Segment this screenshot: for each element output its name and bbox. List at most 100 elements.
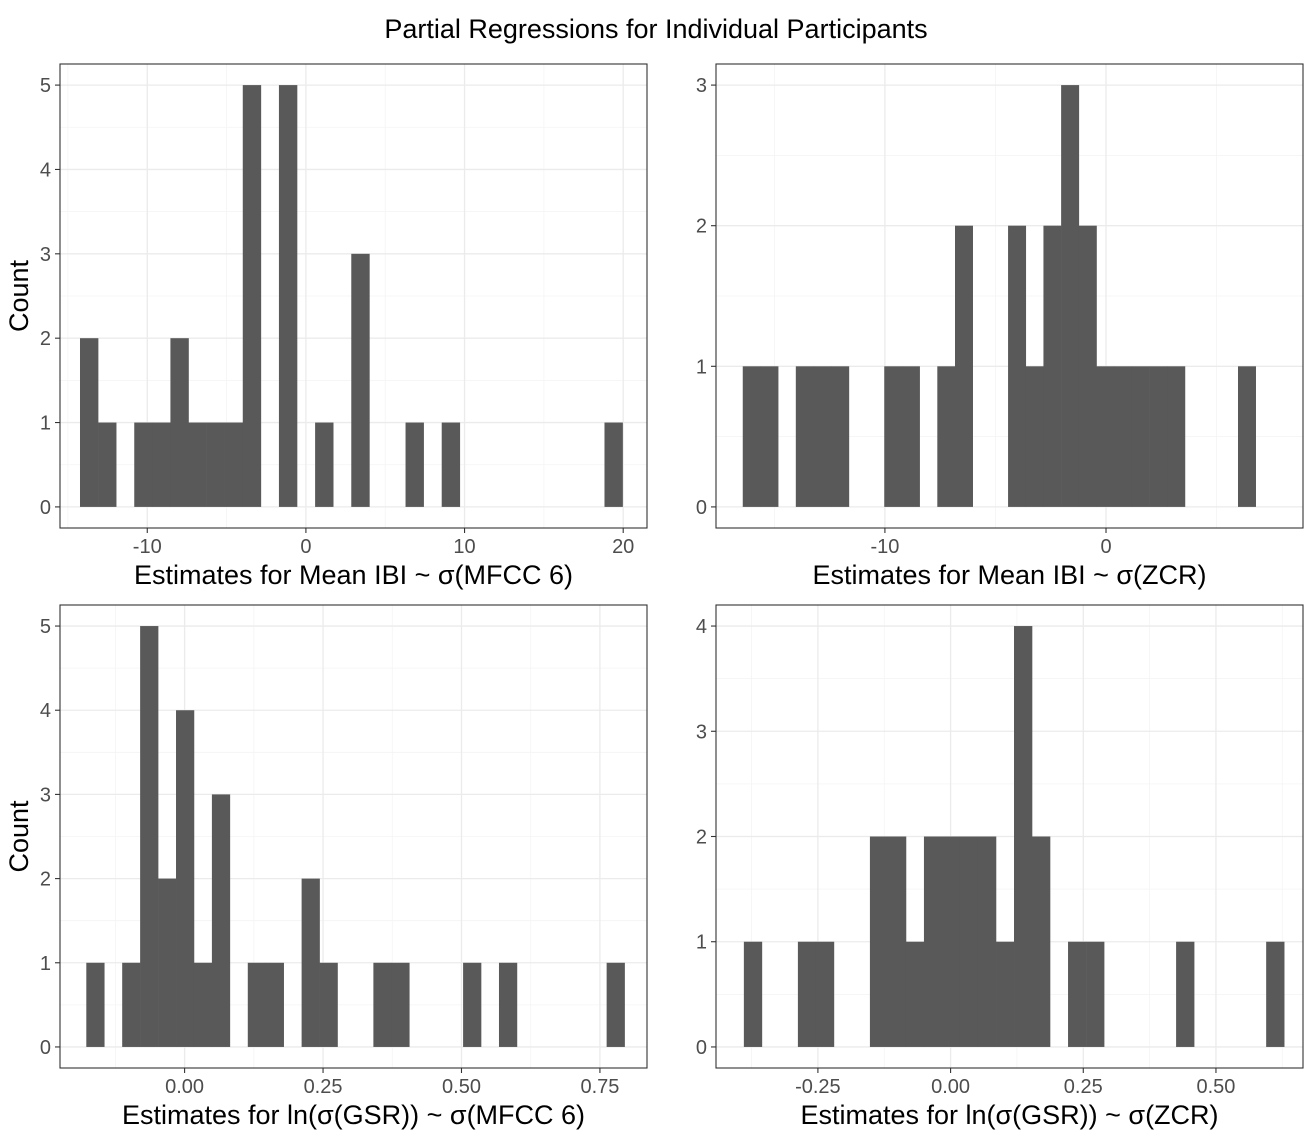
y-tick-label: 0 (696, 1037, 707, 1059)
y-axis-title: Count (4, 800, 34, 873)
histogram-bar (1008, 225, 1027, 507)
x-tick-label: 0.50 (1196, 1076, 1235, 1098)
y-tick-label: 2 (696, 216, 707, 238)
histogram-bar (1167, 366, 1186, 507)
histogram-bar (831, 366, 850, 507)
histogram-bar (278, 85, 298, 507)
histogram-bar (977, 836, 997, 1047)
histogram-bar (887, 836, 907, 1047)
histogram-panel-mean-ibi-mfcc6: -10 0 10 20 0 1 2 3 4 5 Estimates for Mean IBI ~ σ… (4, 63, 648, 590)
figure-title: Partial Regressions for Individual Parti… (384, 14, 927, 44)
histogram-bar (1025, 366, 1044, 507)
x-axis-title: Estimates for Mean IBI ~ σ(MFCC 6) (134, 560, 573, 590)
panel-border (59, 63, 648, 529)
histogram-bar (441, 422, 461, 507)
histogram-bar (211, 794, 231, 1047)
histogram-bar (247, 962, 267, 1047)
histogram-bar (1114, 366, 1133, 507)
y-tick-label: 1 (696, 932, 707, 954)
x-tick-label: 0.25 (1064, 1076, 1103, 1098)
histogram-panel-gsr-mfcc6: 0.00 0.25 0.50 0.75 0 1 2 3 4 5 Estimates for ln(σ… (4, 604, 648, 1130)
x-tick-label: 20 (612, 536, 634, 558)
histogram-bar (606, 962, 625, 1047)
x-axis-title: Estimates for Mean IBI ~ σ(ZCR) (812, 560, 1206, 590)
histogram-bar (795, 366, 814, 507)
histogram-bar (315, 422, 334, 507)
y-tick-label: 3 (696, 721, 707, 743)
histogram-panel-gsr-zcr: -0.25 0.00 0.25 0.50 0 1 2 3 4 Estimates for ln(σ… (696, 604, 1304, 1130)
y-tick-label: 1 (40, 953, 51, 975)
histogram-bar (923, 836, 943, 1047)
histogram-bar (1096, 366, 1115, 507)
histogram-bar (813, 366, 832, 507)
histogram-bar (760, 366, 779, 507)
histogram-bar (391, 962, 410, 1047)
histogram-bar (941, 836, 961, 1047)
histogram-panel-mean-ibi-zcr: -10 0 0 1 2 3 Estimates for Mean IBI ~ σ(ZCR) (696, 63, 1304, 590)
y-tick-label: 3 (40, 784, 51, 806)
histogram-bar (498, 962, 518, 1047)
histogram-bar (140, 626, 159, 1047)
histogram-bar (1078, 225, 1097, 507)
x-tick-label: 0.25 (304, 1076, 343, 1098)
y-tick-label: 3 (696, 75, 707, 97)
histogram-bar (134, 422, 153, 507)
histogram-bar (884, 366, 903, 507)
histogram-bar (1149, 366, 1168, 507)
histogram-bar (373, 962, 392, 1047)
x-tick-label: 0 (300, 536, 311, 558)
histogram-bar (319, 962, 338, 1047)
histogram-bar (1014, 626, 1033, 1047)
histogram-bar (1237, 366, 1256, 507)
y-tick-label: 2 (696, 827, 707, 849)
histogram-bar (1266, 941, 1285, 1047)
x-axis-title: Estimates for ln(σ(GSR)) ~ σ(ZCR) (800, 1100, 1218, 1130)
x-tick-label: 0 (1100, 536, 1111, 558)
y-tick-label: 1 (696, 356, 707, 378)
histogram-bar (242, 85, 262, 507)
histogram-bar (905, 941, 925, 1047)
x-tick-label: -10 (133, 536, 162, 558)
histogram-bar (170, 338, 189, 507)
histogram-bar (1086, 941, 1105, 1047)
y-tick-label: 1 (40, 413, 51, 435)
y-tick-label: 4 (696, 616, 707, 638)
y-tick-label: 0 (40, 497, 51, 519)
histogram-bar (815, 941, 835, 1047)
histogram-bar (152, 422, 171, 507)
histogram-bar (351, 253, 370, 507)
histogram-bar (193, 962, 213, 1047)
y-tick-label: 3 (40, 244, 51, 266)
histogram-bar (122, 962, 141, 1047)
y-tick-label: 4 (40, 700, 51, 722)
histogram-bar (996, 941, 1015, 1047)
x-tick-label: -10 (870, 536, 899, 558)
y-tick-label: 2 (40, 869, 51, 891)
histogram-bar (869, 836, 889, 1047)
y-tick-label: 5 (40, 616, 51, 638)
histogram-bar (158, 878, 177, 1047)
histogram-bar (959, 836, 979, 1047)
histogram-bar (1032, 836, 1051, 1047)
y-tick-label: 2 (40, 328, 51, 350)
x-tick-label: -0.25 (795, 1076, 841, 1098)
histogram-bar (604, 422, 623, 507)
histogram-bar (1176, 941, 1195, 1047)
histogram-bar (743, 941, 763, 1047)
histogram-bar (98, 422, 117, 507)
y-axis-title: Count (4, 259, 34, 332)
histogram-bar (901, 366, 920, 507)
histogram-bar (797, 941, 817, 1047)
histogram-bar (265, 962, 284, 1047)
histogram-bar (1068, 941, 1087, 1047)
histogram-bar (937, 366, 956, 507)
histogram-bar (301, 878, 320, 1047)
histogram-bar (79, 338, 99, 507)
x-tick-label: 0.75 (580, 1076, 619, 1098)
histogram-bar (1061, 85, 1080, 507)
histogram-bar (206, 422, 225, 507)
histogram-bar (1131, 366, 1150, 507)
y-tick-label: 0 (696, 497, 707, 519)
histogram-bar (188, 422, 207, 507)
